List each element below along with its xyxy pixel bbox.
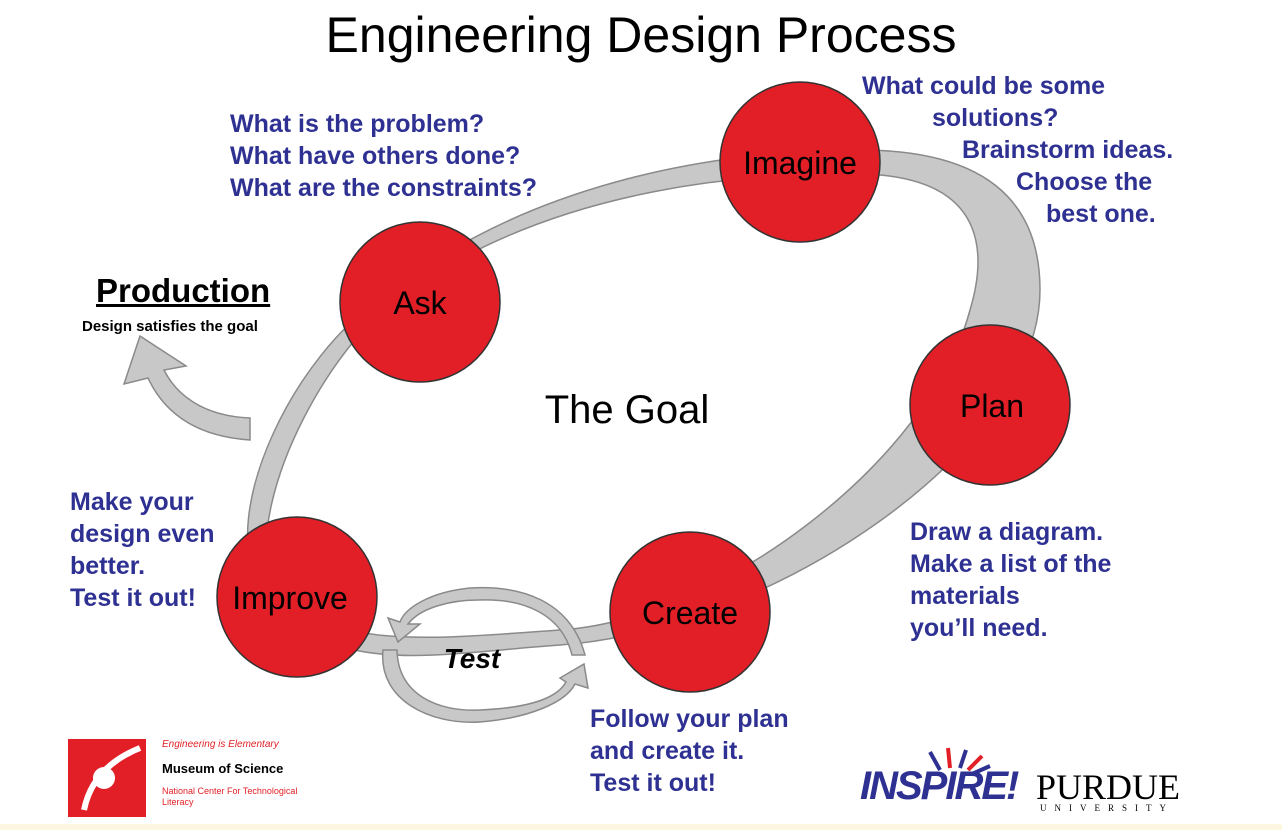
imagine-note-line: What could be some: [862, 72, 1106, 100]
create-note-line: Follow your plan: [590, 705, 789, 733]
purdue-logo-name: PURDUE: [1036, 767, 1181, 807]
imagine-note-line: Brainstorm ideas.: [962, 136, 1174, 164]
improve-note-line: better.: [70, 552, 146, 580]
node-label-create: Create: [642, 595, 738, 631]
plan-notes: Draw a diagram. Make a list of the mater…: [910, 516, 1111, 644]
imagine-notes: What could be some solutions? Brainstorm…: [862, 70, 1202, 230]
plan-note-line: materials: [910, 582, 1020, 610]
museum-subtitle: National Center For Technological Litera…: [162, 786, 298, 807]
node-label-imagine: Imagine: [743, 145, 857, 181]
diagram-title: Engineering Design Process: [325, 7, 957, 63]
production-title: Production: [96, 272, 271, 309]
imagine-note-line: solutions?: [932, 104, 1059, 132]
museum-tagline: Engineering is Elementary: [162, 739, 279, 750]
improve-note-line: design even: [70, 520, 215, 548]
ask-notes: What is the problem? What have others do…: [230, 108, 537, 204]
inspire-splash-icon: [928, 747, 991, 776]
plan-note-line: Draw a diagram.: [910, 518, 1104, 546]
test-arrow-upper: [386, 586, 586, 656]
goal-label: The Goal: [545, 388, 710, 432]
bottom-strip: [0, 824, 1282, 830]
node-imagine: Imagine: [719, 81, 881, 243]
plan-note-line: you’ll need.: [910, 614, 1048, 642]
create-note-line: and create it.: [590, 737, 745, 765]
test-arrow-lower: [382, 649, 589, 723]
purdue-logo-subtitle: UNIVERSITY: [1040, 803, 1174, 813]
node-label-improve: Improve: [232, 580, 348, 616]
ask-note-line: What is the problem?: [230, 110, 485, 138]
node-label-ask: Ask: [393, 285, 447, 321]
node-plan: Plan: [909, 324, 1071, 486]
improve-note-line: Test it out!: [70, 584, 196, 612]
production-arrow: [122, 334, 251, 441]
create-notes: Follow your plan and create it. Test it …: [590, 703, 789, 799]
test-label: Test: [444, 643, 502, 674]
museum-name: Museum of Science: [162, 761, 284, 776]
improve-notes: Make your design even better. Test it ou…: [70, 486, 215, 614]
plan-note-line: Make a list of the: [910, 550, 1112, 578]
ask-note-line: What are the constraints?: [230, 174, 537, 202]
production-subtitle: Design satisfies the goal: [82, 318, 258, 335]
imagine-note-line: Choose the: [1016, 168, 1153, 196]
museum-logo-mark: [68, 739, 146, 817]
inspire-logo: INSPIRE!: [860, 764, 1019, 808]
node-ask: Ask: [339, 221, 501, 383]
node-create: Create: [609, 531, 771, 693]
node-improve: Improve: [216, 516, 378, 678]
create-note-line: Test it out!: [590, 769, 716, 797]
improve-note-line: Make your: [70, 488, 194, 516]
ask-note-line: What have others done?: [230, 142, 521, 170]
imagine-note-line: best one.: [1046, 200, 1156, 228]
node-label-plan: Plan: [960, 388, 1024, 424]
